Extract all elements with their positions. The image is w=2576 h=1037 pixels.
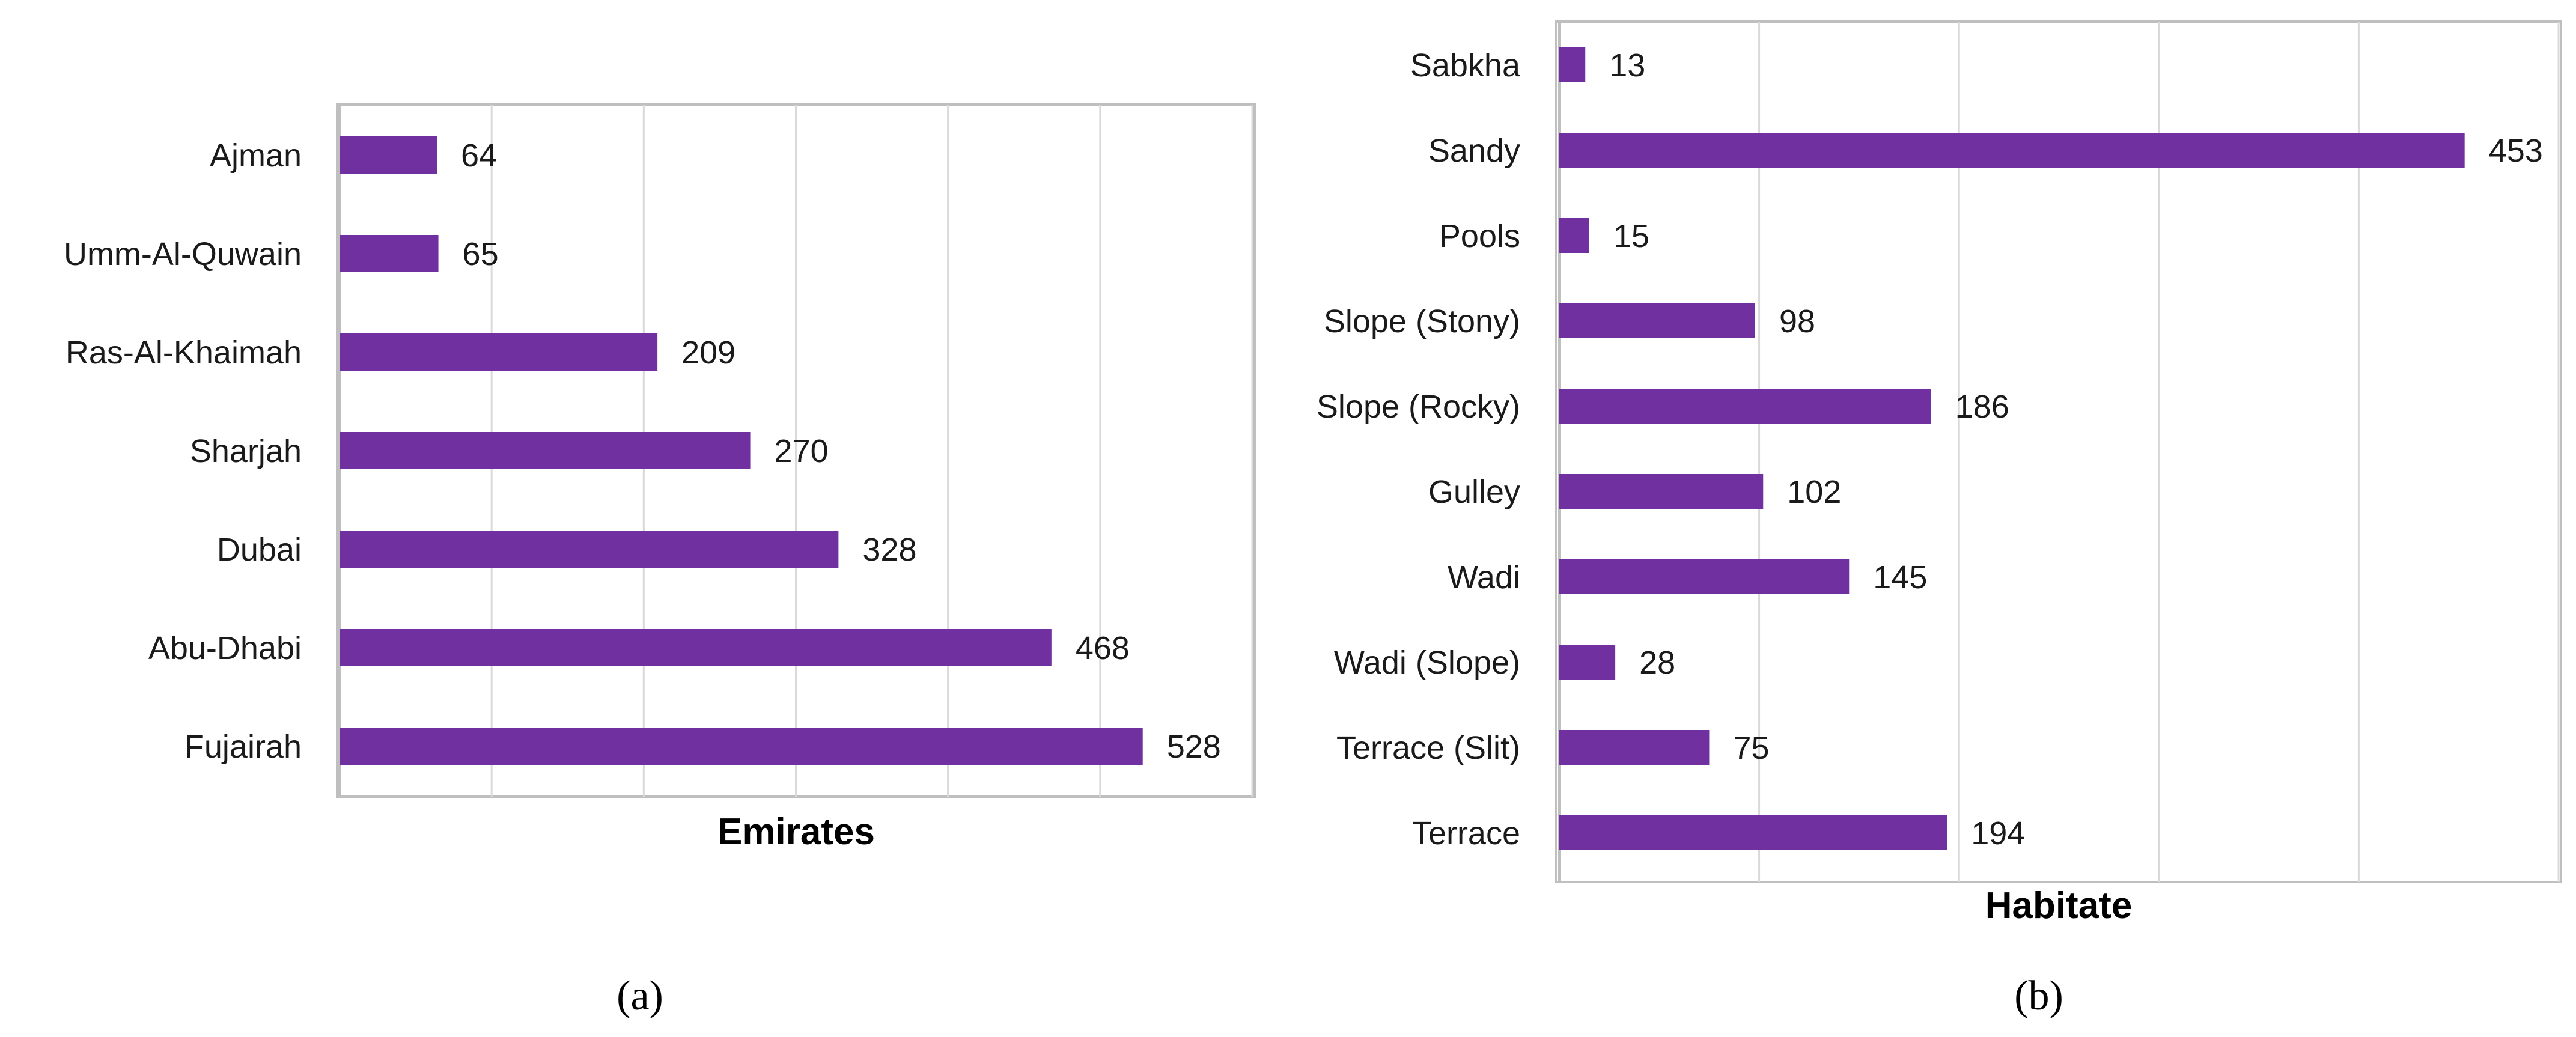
bar	[1559, 47, 1586, 82]
category-label: Wadi (Slope)	[1334, 645, 1520, 681]
category-label: Terrace (Slit)	[1336, 730, 1520, 766]
data-label: 102	[1787, 474, 1841, 510]
bar	[1559, 389, 1931, 424]
chart-habitate: Sabkha 13 Sandy 453 Pools 15 Slope (Stony) 98 Sl…	[1317, 20, 2562, 1019]
category-label: Ajman	[210, 138, 302, 174]
category-label: Pools	[1439, 218, 1520, 254]
category-label: Fujairah	[184, 729, 302, 765]
category-label: Slope (Rocky)	[1317, 389, 1520, 425]
data-label: 468	[1076, 630, 1130, 666]
bar	[1559, 133, 2465, 168]
bar	[1559, 303, 1755, 338]
data-label: 453	[2489, 133, 2543, 169]
category-label: Ras-Al-Khaimah	[65, 335, 302, 371]
category-label: Sharjah	[190, 433, 302, 469]
category-label: Umm-Al-Quwain	[64, 236, 302, 272]
category-label: Abu-Dhabi	[148, 630, 302, 666]
bar	[1559, 730, 1710, 765]
data-label: 64	[461, 138, 497, 174]
data-label: 15	[1613, 218, 1649, 254]
bar	[340, 531, 839, 568]
data-label: 65	[463, 236, 499, 272]
bar	[1559, 218, 1589, 253]
chart-emirates: Ajman 64 Umm-Al-Quwain 65 Ras-Al-Khaimah 209 S…	[64, 103, 1256, 1019]
figure-caption: (b)	[2014, 973, 2063, 1019]
data-label: 13	[1609, 47, 1645, 84]
bar	[340, 235, 439, 272]
plot-frame	[1555, 20, 2562, 883]
category-label: Sandy	[1428, 133, 1520, 169]
data-label: 194	[1971, 815, 2025, 851]
data-label: 28	[1639, 645, 1675, 681]
data-label: 528	[1167, 729, 1221, 765]
bar	[340, 432, 751, 469]
data-label: 270	[775, 433, 829, 469]
bar	[1559, 645, 1616, 680]
figure-caption: (a)	[617, 973, 663, 1019]
data-label: 209	[681, 335, 735, 371]
data-label: 75	[1733, 730, 1769, 766]
bar	[1559, 815, 1947, 850]
data-label: 186	[1955, 389, 2009, 425]
category-label: Sabkha	[1410, 47, 1521, 84]
data-label: 145	[1873, 559, 1927, 595]
category-label: Dubai	[217, 532, 302, 568]
category-label: Terrace	[1412, 815, 1520, 851]
x-axis-title: Emirates	[717, 811, 875, 853]
bar	[340, 136, 437, 174]
category-label: Wadi	[1448, 559, 1520, 595]
category-label: Slope (Stony)	[1324, 303, 1520, 339]
bar	[1559, 474, 1764, 509]
data-label: 98	[1779, 303, 1815, 339]
category-label: Gulley	[1428, 474, 1520, 510]
bar	[340, 728, 1143, 765]
bar	[340, 333, 658, 371]
bar	[340, 629, 1052, 666]
x-axis-title: Habitate	[1985, 885, 2133, 926]
bar	[1559, 559, 1850, 594]
data-label: 328	[862, 532, 916, 568]
